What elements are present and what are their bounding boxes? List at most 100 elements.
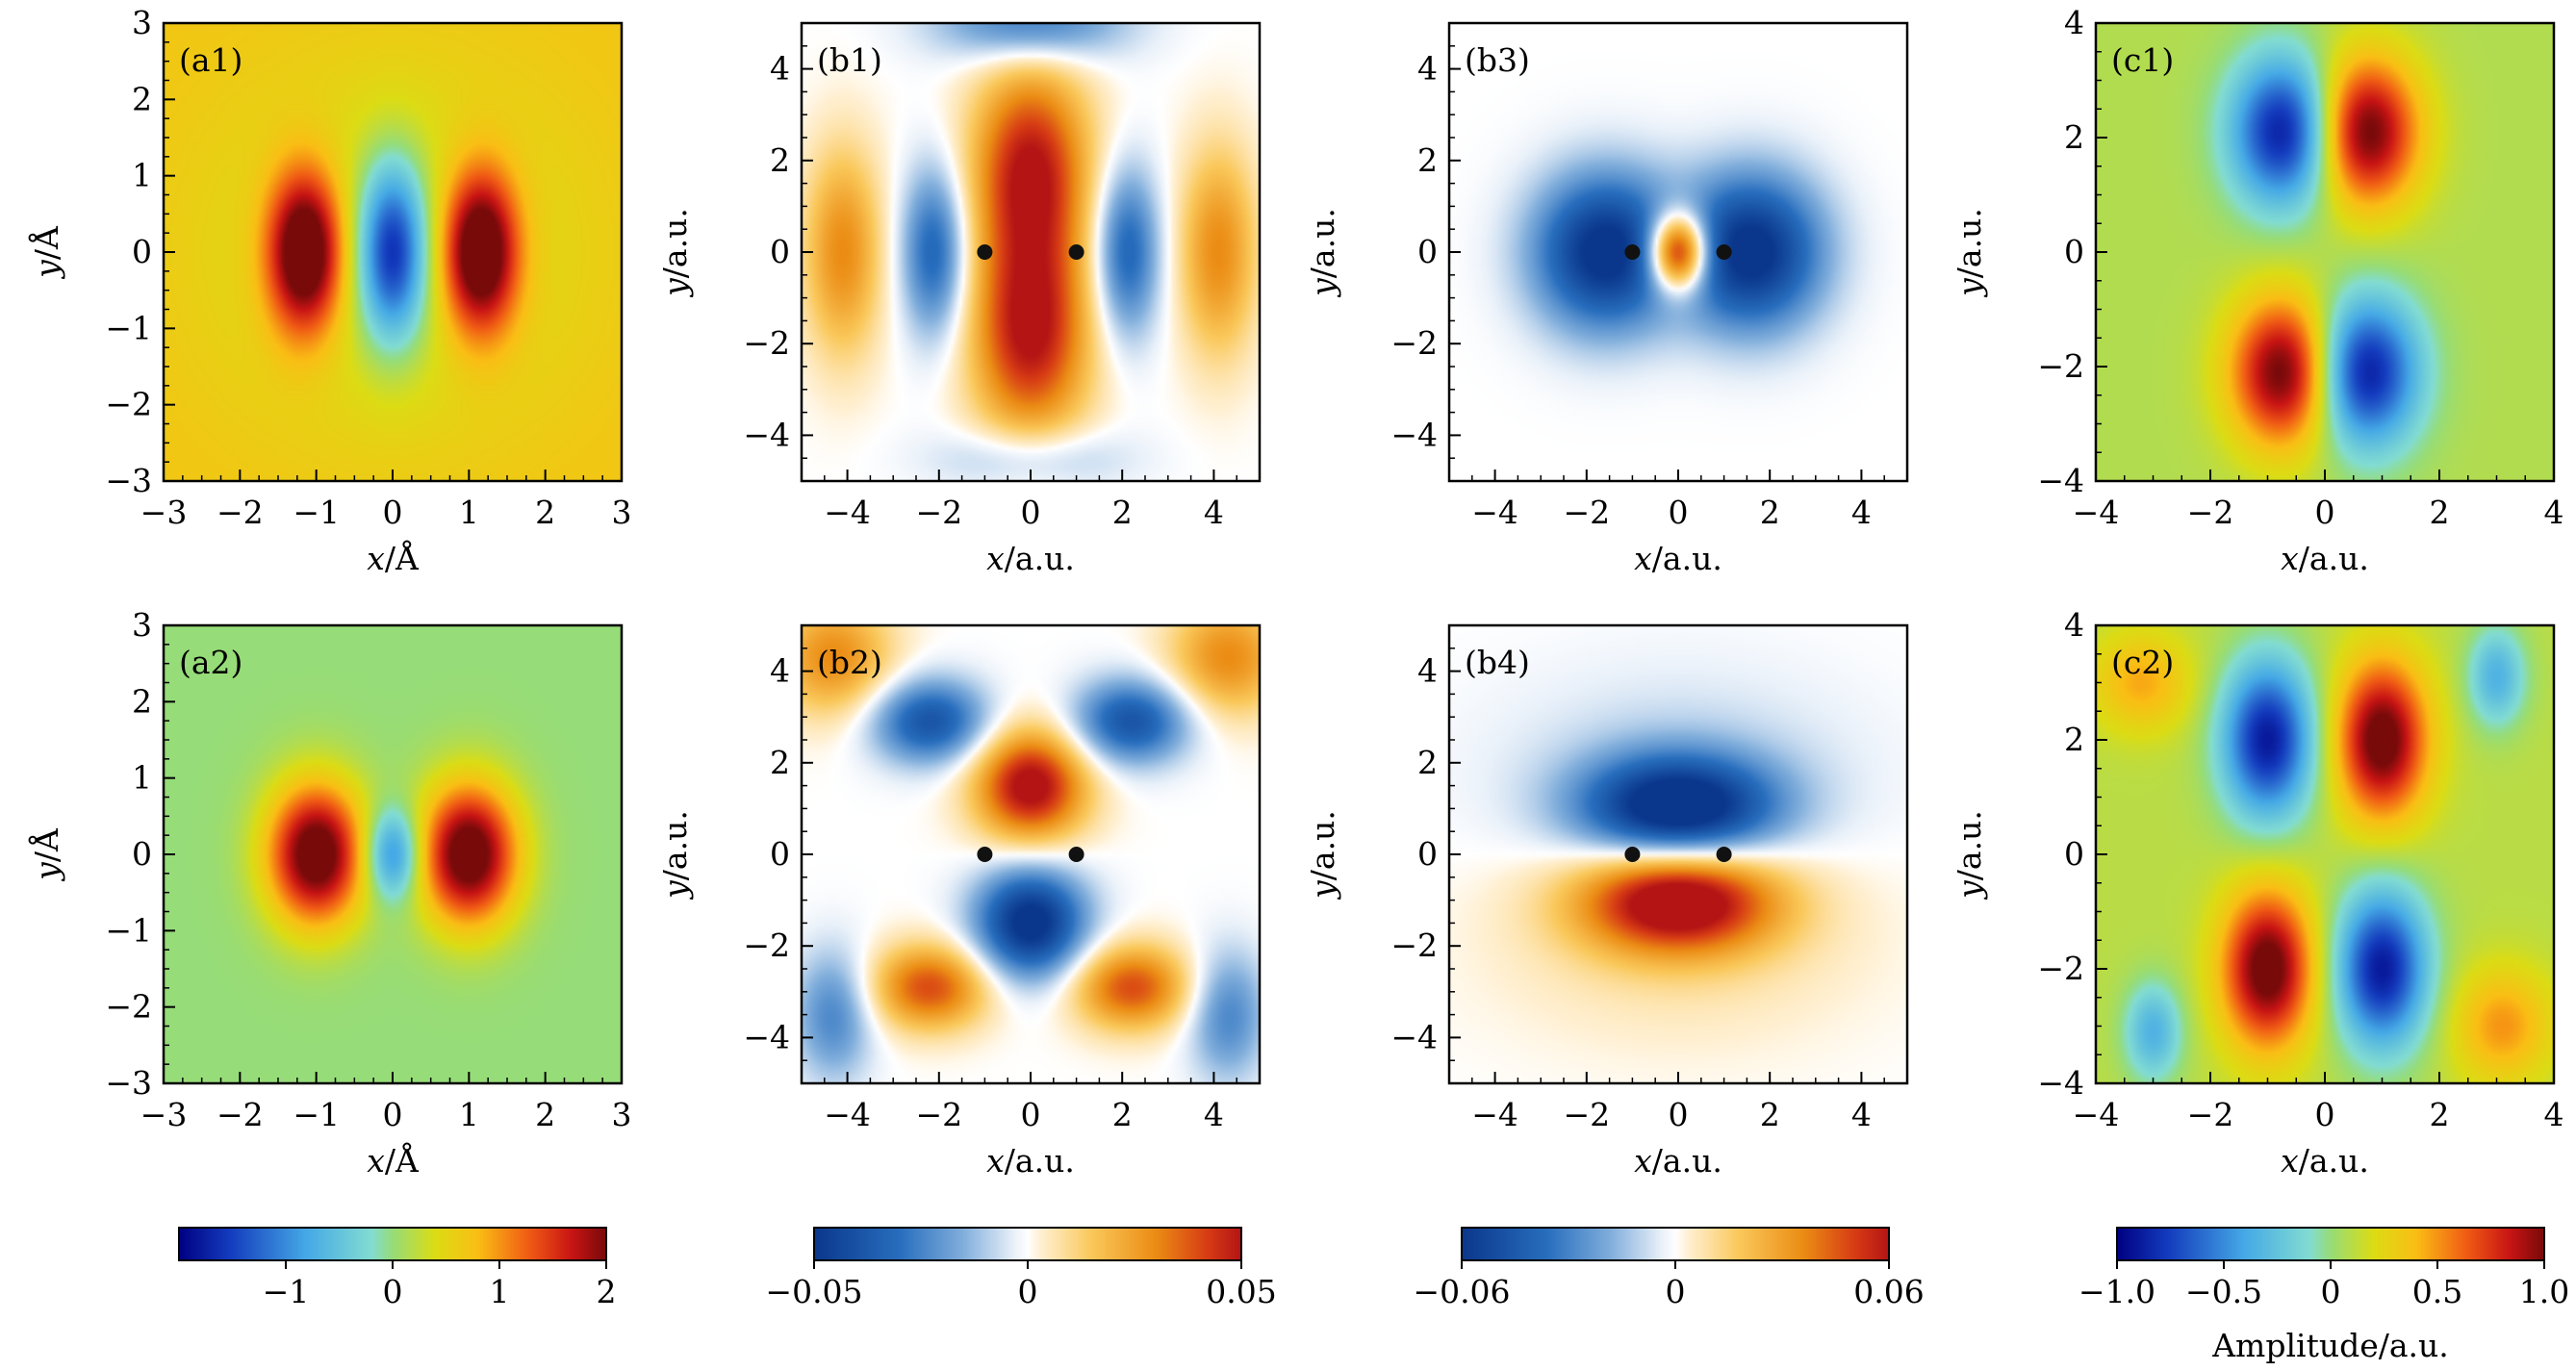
- x-tick-label: 2: [1112, 1096, 1133, 1133]
- y-tick-label: 0: [770, 835, 790, 873]
- y-tick-label: 1: [132, 759, 152, 797]
- y-tick-label: 0: [132, 835, 152, 873]
- x-tick-label: −1: [293, 1096, 340, 1133]
- x-tick-label: −2: [2187, 1096, 2234, 1133]
- x-tick-label: 0: [1021, 494, 1041, 531]
- panel-b3: −4 −2 0 2 4 −4 −2 0 2 4 (b3) x/a.u. y/a.u.: [1304, 21, 1909, 577]
- y-tick-label: 0: [2064, 233, 2084, 270]
- y-axis-label: y/Å: [27, 225, 65, 280]
- colorbar-cb-b12: −0.05 0 0.05: [765, 1227, 1277, 1310]
- x-tick-label: 1: [459, 494, 479, 531]
- y-tick-label: 0: [770, 233, 790, 270]
- heatmap-b3: [1449, 23, 1907, 481]
- y-tick-label: 2: [1417, 141, 1438, 179]
- y-tick-label: 4: [770, 652, 790, 690]
- colorbar-tick-label: 2: [597, 1273, 617, 1310]
- y-tick-label: 1: [132, 157, 152, 194]
- x-axis-label: x/a.u.: [986, 1142, 1075, 1180]
- colorbar-label: Amplitude/a.u.: [2211, 1327, 2449, 1364]
- x-tick-label: −4: [2073, 1096, 2120, 1133]
- x-tick-label: 3: [612, 1096, 632, 1133]
- heatmap-b4: [1449, 625, 1907, 1083]
- x-tick-label: 0: [1021, 1096, 1041, 1133]
- y-tick-label: 2: [2064, 118, 2084, 156]
- x-tick-label: 2: [1760, 494, 1780, 531]
- nucleus-marker: [977, 847, 993, 862]
- y-tick-label: 4: [2064, 4, 2084, 41]
- y-tick-label: −4: [743, 1018, 790, 1055]
- y-tick-label: −1: [105, 309, 152, 346]
- colorbar-tick-label: 0: [1018, 1273, 1038, 1310]
- y-tick-label: 0: [1417, 233, 1438, 270]
- panel-tag: (b3): [1465, 41, 1530, 79]
- colorbar-gradient: [179, 1228, 606, 1260]
- panel-tag: (b2): [817, 644, 882, 681]
- x-tick-label: −2: [1563, 494, 1610, 531]
- colorbar-cb-b34: −0.06 0 0.06: [1413, 1227, 1925, 1310]
- colorbar-tick-label: −0.06: [1413, 1273, 1510, 1310]
- y-tick-label: 4: [1417, 50, 1438, 88]
- colorbar-tick-label: 0.05: [1206, 1273, 1276, 1310]
- y-tick-label: −2: [105, 386, 152, 423]
- y-tick-label: 0: [132, 233, 152, 270]
- x-tick-label: −4: [1471, 494, 1518, 531]
- y-axis-label: y/a.u.: [1304, 208, 1341, 298]
- y-tick-label: 3: [132, 606, 152, 644]
- colorbar-tick-label: 0.5: [2412, 1273, 2462, 1310]
- colorbar-gradient: [1462, 1228, 1889, 1260]
- y-tick-label: 0: [1417, 835, 1438, 873]
- x-tick-label: −1: [293, 494, 340, 531]
- y-axis-label: y/a.u.: [656, 810, 694, 901]
- panel-tag: (a1): [179, 41, 242, 79]
- panel-tag: (c2): [2111, 644, 2174, 681]
- y-tick-label: −4: [1390, 416, 1438, 453]
- heatmap-b1: [802, 23, 1260, 481]
- colorbar-tick-label: 0: [2321, 1273, 2341, 1310]
- panel-b4: −4 −2 0 2 4 −4 −2 0 2 4 (b4) x/a.u. y/a.u.: [1304, 623, 1909, 1180]
- x-tick-label: 2: [535, 494, 555, 531]
- panel-frame: [800, 623, 1262, 1085]
- colorbar-tick-label: −1.0: [2079, 1273, 2155, 1310]
- x-tick-label: 4: [1851, 494, 1872, 531]
- x-axis-label: x/a.u.: [1634, 540, 1722, 577]
- y-axis-label: y/a.u.: [656, 208, 694, 298]
- x-tick-label: 0: [1669, 494, 1689, 531]
- x-tick-label: −2: [217, 494, 264, 531]
- y-tick-label: −3: [105, 462, 152, 499]
- panel-b1: −4 −2 0 2 4 −4 −2 0 2 4 (b1) x/a.u. y/a.u.: [656, 21, 1262, 577]
- panel-frame: [162, 623, 624, 1085]
- x-tick-label: −4: [824, 1096, 871, 1133]
- panel-frame: [800, 21, 1262, 483]
- heatmap-c1: [2096, 23, 2554, 481]
- nucleus-marker: [1068, 244, 1084, 260]
- x-tick-label: −2: [217, 1096, 264, 1133]
- nucleus-marker: [1624, 847, 1641, 862]
- colorbar-gradient: [814, 1228, 1241, 1260]
- x-tick-label: 0: [383, 494, 403, 531]
- x-tick-label: 4: [1204, 1096, 1224, 1133]
- panel-b2: −4 −2 0 2 4 −4 −2 0 2 4 (b2) x/a.u. y/a.u.: [656, 623, 1262, 1180]
- y-tick-label: 0: [2064, 835, 2084, 873]
- x-axis-label: x/a.u.: [986, 540, 1075, 577]
- y-tick-label: 2: [770, 744, 790, 781]
- y-tick-label: −1: [105, 911, 152, 949]
- panel-frame: [162, 21, 624, 483]
- x-tick-label: −2: [2187, 494, 2234, 531]
- heatmap-b2: [802, 625, 1260, 1083]
- y-tick-label: −2: [105, 988, 152, 1026]
- panel-tag: (b1): [817, 41, 882, 79]
- x-tick-label: 1: [459, 1096, 479, 1133]
- panel-a1: −3 −2 −1 0 1 2 3 −3 −2 −1 0 1 2 3 (a1) x/Å y/Å: [27, 4, 632, 577]
- nucleus-marker: [977, 244, 993, 260]
- panel-c2: −4 −2 0 2 4 −4 −2 0 2 4 (c2) x/a.u. y/a.u.: [1951, 606, 2564, 1180]
- panel-tag: (c1): [2111, 41, 2174, 79]
- panel-frame: [1447, 21, 1909, 483]
- y-tick-label: −4: [2037, 462, 2084, 499]
- y-tick-label: 4: [1417, 652, 1438, 690]
- y-axis-label: y/a.u.: [1304, 810, 1341, 901]
- colorbar-cb-a: −1 0 1 2: [178, 1227, 617, 1310]
- colorbar-tick-label: −1: [263, 1273, 310, 1310]
- y-tick-label: 2: [132, 80, 152, 117]
- x-tick-label: 4: [2544, 1096, 2564, 1133]
- y-axis-label: y/a.u.: [1951, 810, 1988, 901]
